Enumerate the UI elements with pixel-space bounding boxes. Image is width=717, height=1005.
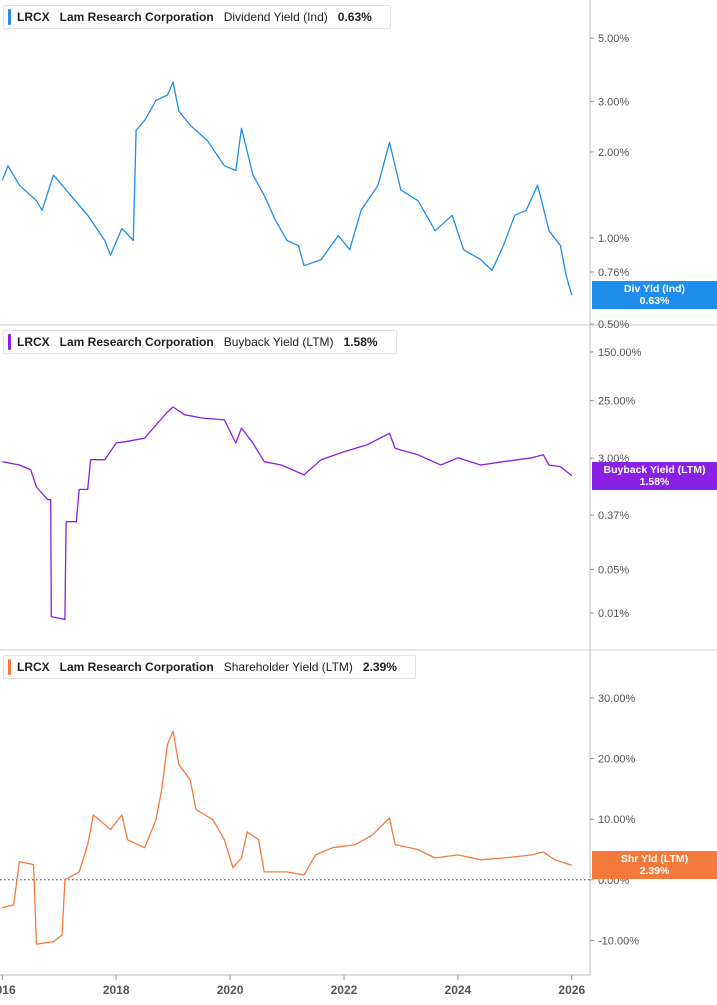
current-value: 0.63% [337,10,372,24]
series-line [1,81,573,296]
end-label-text: Div Yld (Ind) [623,283,686,296]
y-tick-label: 10.00% [598,814,636,826]
series-line [2,406,573,621]
y-tick-label: 30.00% [598,693,636,705]
panel-header: LRCX Lam Research Corporation Buyback Yi… [3,330,397,354]
x-tick-label: 2020 [217,983,244,997]
company: Lam Research Corporation [59,335,214,349]
company: Lam Research Corporation [59,660,214,674]
y-tick-label: 0.01% [598,608,629,620]
y-tick-label: 0.37% [598,510,629,522]
y-tick-label: 0.05% [598,564,629,576]
y-tick-label: -10.00% [598,935,639,947]
y-tick-label: 2.00% [598,147,629,159]
panel-header: LRCX Lam Research Corporation Dividend Y… [3,5,391,29]
end-label-text: 0.63% [639,295,670,308]
series-name: Buyback Yield (LTM) [223,335,334,349]
y-tick-label: 0.76% [598,267,629,279]
y-tick-label: 0.50% [598,319,629,331]
y-tick-label: 5.00% [598,33,629,45]
series-name: Shareholder Yield (LTM) [223,660,353,674]
current-value: 1.58% [343,335,378,349]
series-line [2,730,572,945]
end-label: Buyback Yield (LTM) 1.58% [592,461,717,490]
end-label-text: Shr Yld (LTM) [620,853,689,866]
end-label-text: Buyback Yield (LTM) [603,463,706,476]
y-tick-label: 1.00% [598,233,629,245]
end-label-text: 1.58% [639,475,670,488]
end-label: Div Yld (Ind) 0.63% [592,281,717,310]
end-label-text: 2.39% [639,865,670,878]
y-tick-label: 150.00% [598,347,642,359]
x-tick-label: 2016 [0,983,16,997]
y-tick-label: 25.00% [598,396,636,408]
series-name: Dividend Yield (Ind) [223,10,328,24]
ticker: LRCX [17,10,50,24]
y-tick-label: 3.00% [598,97,629,109]
x-tick-label: 2026 [558,983,585,997]
x-tick-label: 2018 [103,983,130,997]
x-tick-label: 2022 [331,983,358,997]
current-value: 2.39% [362,660,397,674]
ticker: LRCX [17,660,50,674]
x-tick-label: 2024 [445,983,472,997]
y-tick-label: 20.00% [598,754,636,766]
panel-header: LRCX Lam Research Corporation Shareholde… [3,655,416,679]
end-label: Shr Yld (LTM) 2.39% [592,851,717,880]
company: Lam Research Corporation [59,10,214,24]
ticker: LRCX [17,335,50,349]
